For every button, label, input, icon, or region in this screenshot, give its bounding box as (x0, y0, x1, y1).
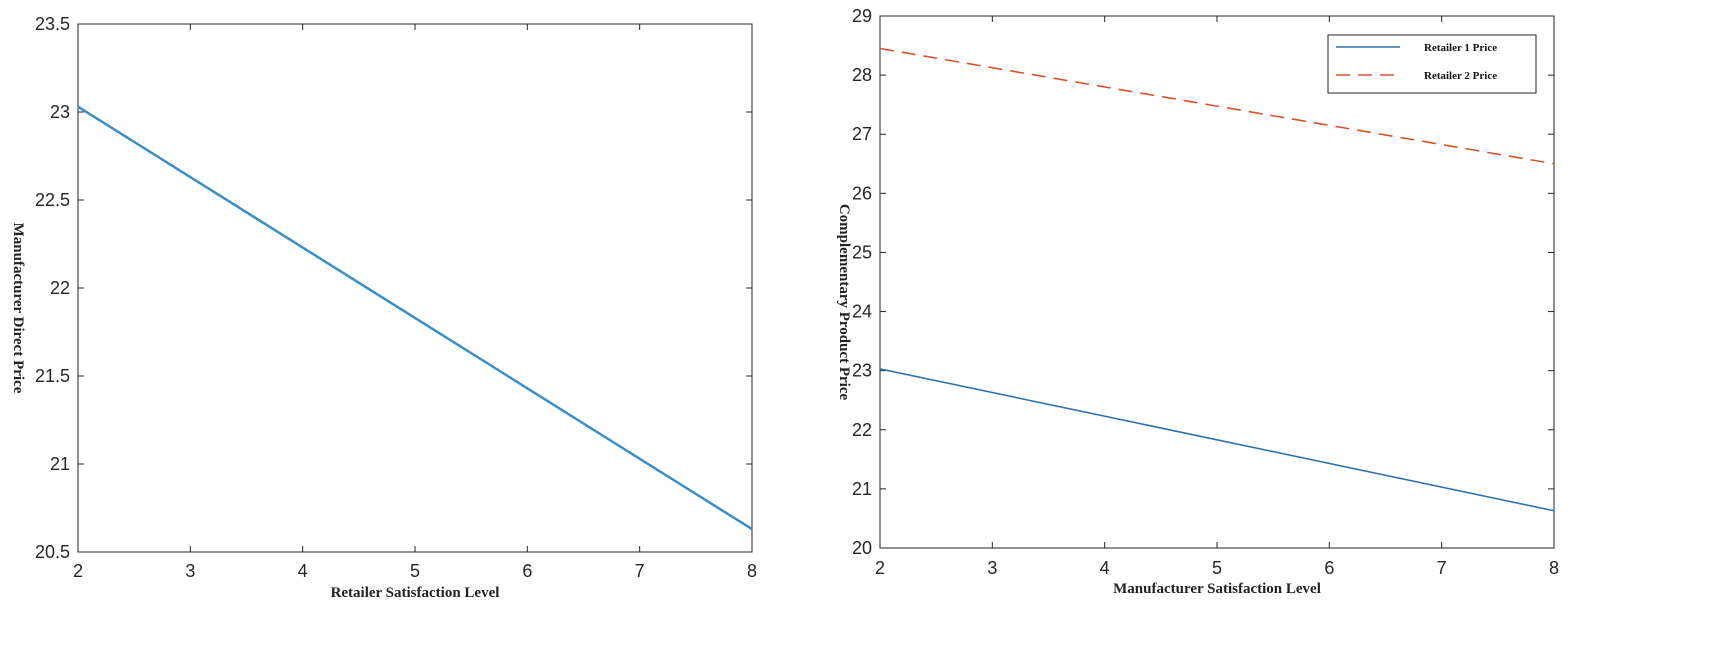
axes-frame (879, 15, 1555, 549)
x-tick-label: 7 (1437, 558, 1447, 578)
y-tick-label: 21.5 (35, 366, 70, 386)
legend-label-1: Retailer 1 Price (1424, 42, 1497, 54)
chart-complementary-product-price: 2 3 4 5 6 7 820212223242526272829Manufacturer … (836, 6, 1559, 597)
x-tick-label: 7 (635, 561, 645, 581)
x-tick-label: 6 (1324, 558, 1334, 578)
y-tick-label: 29 (852, 6, 872, 26)
x-tick-label: 4 (298, 561, 308, 581)
series-line-2 (879, 47, 1555, 165)
y-tick-label: 22.5 (35, 190, 70, 210)
y-tick-label: 26 (852, 183, 872, 203)
y-tick-label: 20.5 (35, 542, 70, 562)
x-axis-label: Manufacturer Satisfaction Level (1113, 581, 1321, 597)
series-line-1 (879, 368, 1555, 512)
axes-frame (77, 23, 753, 553)
y-tick-label: 23 (852, 361, 872, 381)
x-tick-label: 3 (185, 561, 195, 581)
y-tick-label: 21 (852, 479, 872, 499)
x-tick-label: 4 (1100, 558, 1110, 578)
legend: Retailer 1 Price Retailer 2 Price (1327, 34, 1537, 94)
y-tick-label: 27 (852, 124, 872, 144)
x-tick-label: 5 (1212, 558, 1222, 578)
y-tick-label: 25 (852, 242, 872, 262)
y-axis-label: Manufacturer Direct Price (10, 223, 26, 394)
series-line-1 (77, 105, 753, 531)
y-tick-label: 21 (50, 454, 70, 474)
x-tick-label: 8 (1549, 558, 1559, 578)
legend-box (1327, 34, 1537, 94)
y-tick-label: 23 (50, 102, 70, 122)
y-tick-label: 22 (50, 278, 70, 298)
x-tick-label: 2 (73, 561, 83, 581)
y-tick-label: 23.5 (35, 14, 70, 34)
x-tick-label: 3 (987, 558, 997, 578)
x-tick-label: 8 (747, 561, 757, 581)
legend-label-2: Retailer 2 Price (1424, 70, 1497, 82)
y-tick-label: 22 (852, 420, 872, 440)
y-tick-label: 24 (852, 302, 872, 322)
x-axis-label: Retailer Satisfaction Level (331, 585, 500, 601)
y-tick-label: 28 (852, 65, 872, 85)
x-tick-label: 6 (522, 561, 532, 581)
x-tick-label: 2 (875, 558, 885, 578)
y-tick-label: 20 (852, 538, 872, 558)
y-axis-label: Complementary Product Price (836, 204, 852, 401)
x-tick-label: 5 (410, 561, 420, 581)
